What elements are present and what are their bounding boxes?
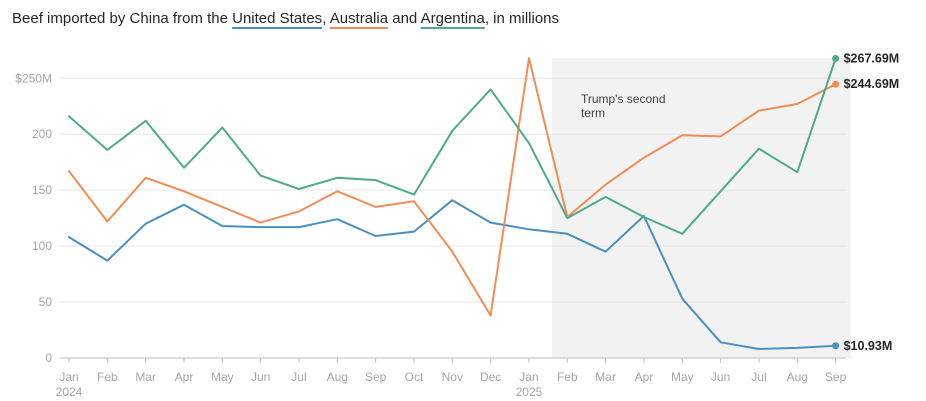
x-tick-label: Sep — [825, 370, 847, 384]
x-tick-label: Apr — [175, 370, 194, 384]
x-tick-label: Dec — [480, 370, 501, 384]
end-marker-united-states — [832, 342, 840, 350]
x-tick-label: Jun — [251, 370, 270, 384]
series-lines — [68, 57, 837, 350]
title-separator: , — [322, 10, 327, 27]
x-tick-label: Aug — [787, 370, 808, 384]
chart-title: Beef imported by China from the United S… — [12, 10, 559, 28]
end-label-australia: $244.69M — [844, 77, 900, 91]
end-label-argentina: $267.69M — [844, 51, 900, 65]
x-axis-labels: Jan Feb Mar Apr May Jun Jul Aug Sep Oct Nov Dec Jan F… — [56, 370, 847, 399]
title-suffix: , in millions — [484, 10, 560, 27]
y-tick-label: 0 — [45, 351, 52, 365]
x-tick-label: Jul — [751, 370, 766, 384]
title-series-united-states: United States — [232, 10, 323, 27]
y-tick-label: 100 — [32, 239, 52, 253]
y-tick-label: 150 — [32, 183, 52, 197]
y-axis-labels: 0 50 100 150 200 $250M — [15, 71, 52, 365]
x-axis — [60, 357, 846, 363]
series-line-argentina — [68, 57, 837, 235]
grid-lines — [60, 77, 846, 303]
x-year-label: 2025 — [516, 385, 543, 399]
x-tick-label: Jul — [291, 370, 306, 384]
x-tick-label: Jun — [711, 370, 730, 384]
title-prefix: Beef imported by China from the — [12, 10, 228, 27]
x-tick-label: Jan — [59, 370, 78, 384]
shaded-region-label: Trump's second — [581, 92, 666, 106]
end-markers: $10.93M $244.69M $267.69M — [832, 51, 900, 353]
series-line-australia — [68, 57, 837, 317]
series-line-united-states — [68, 199, 837, 350]
x-tick-label: Aug — [327, 370, 348, 384]
end-label-united-states: $10.93M — [844, 339, 893, 353]
x-tick-label: Feb — [97, 370, 118, 384]
x-tick-label: May — [671, 370, 694, 384]
title-series-argentina: Argentina — [420, 10, 485, 27]
x-tick-label: Mar — [595, 370, 616, 384]
y-tick-label: 200 — [32, 127, 52, 141]
end-marker-australia — [832, 80, 840, 88]
shaded-region-label-line2: term — [581, 106, 605, 120]
x-tick-label: Oct — [405, 370, 424, 384]
x-tick-label: Apr — [635, 370, 654, 384]
title-conjunction: and — [392, 10, 418, 27]
y-tick-label: 50 — [39, 295, 53, 309]
end-marker-argentina — [832, 54, 840, 62]
y-tick-label: $250M — [15, 71, 52, 85]
x-tick-label: Mar — [135, 370, 156, 384]
x-tick-label: Nov — [442, 370, 463, 384]
x-tick-label: Sep — [365, 370, 387, 384]
x-tick-label: Jan — [519, 370, 538, 384]
x-tick-label: Feb — [557, 370, 578, 384]
x-year-label: 2024 — [56, 385, 83, 399]
shaded-region — [551, 58, 851, 358]
x-tick-label: May — [211, 370, 234, 384]
title-series-australia: Australia — [329, 10, 389, 27]
